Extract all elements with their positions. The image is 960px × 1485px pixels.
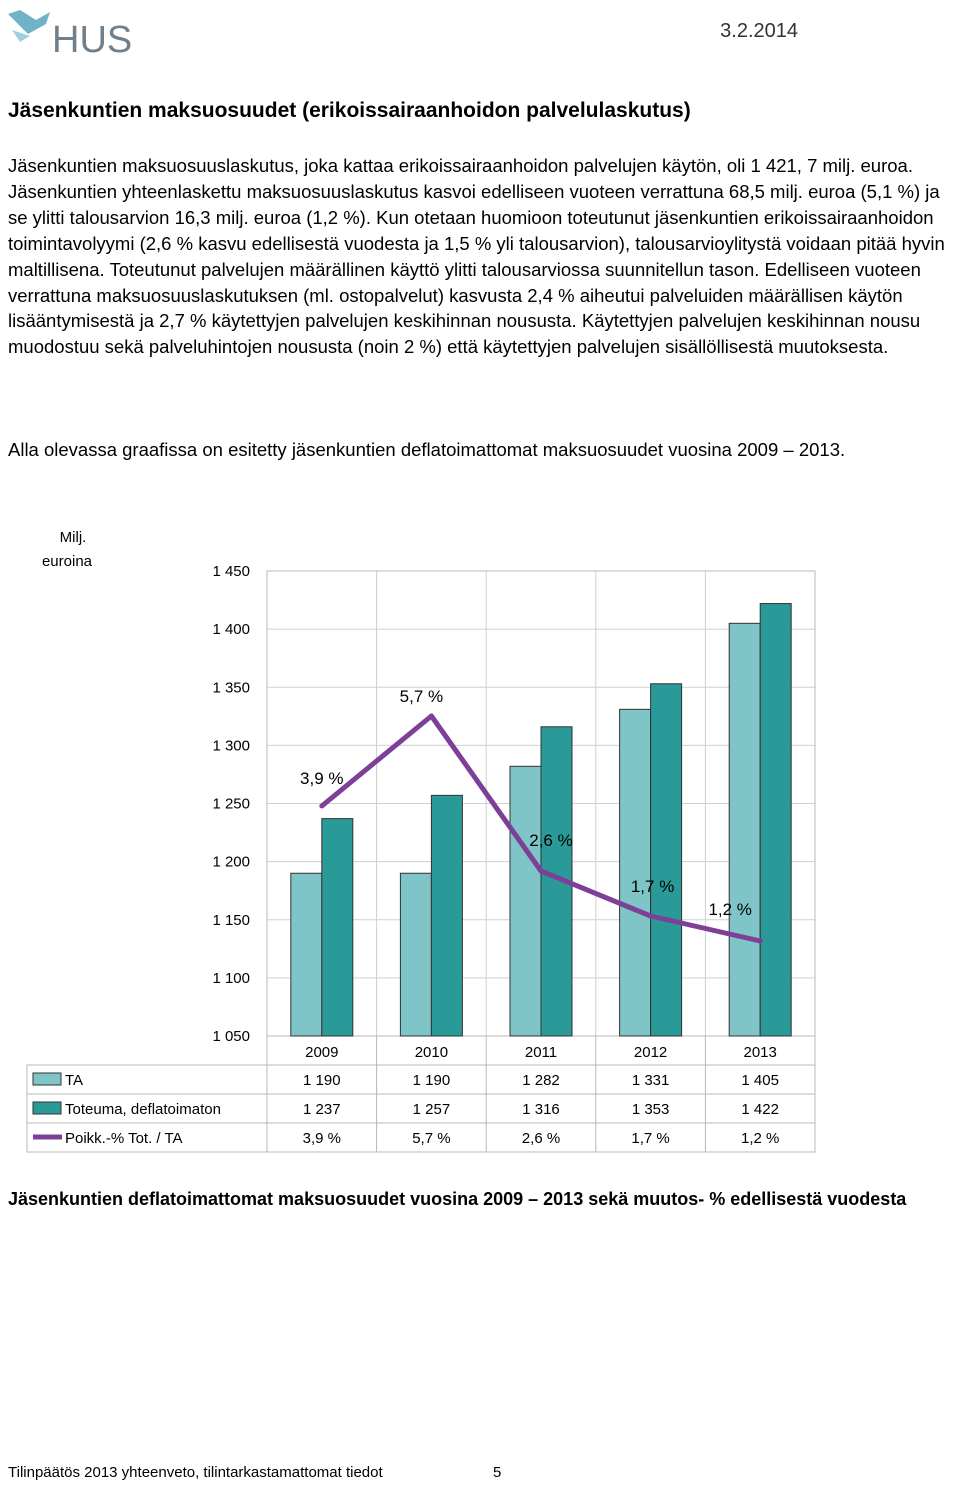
page-footer: Tilinpäätös 2013 yhteenveto, tilintarkas… xyxy=(8,1464,501,1481)
x-category-label: 2010 xyxy=(415,1044,448,1061)
deviation-data-label: 2,6 % xyxy=(529,831,572,850)
footer-text: Tilinpäätös 2013 yhteenveto, tilintarkas… xyxy=(8,1464,383,1481)
legend-swatch xyxy=(32,1101,62,1115)
bar-ta xyxy=(509,765,542,1037)
y-tick-label: 1 250 xyxy=(212,796,250,813)
table-cell-value: 1 190 xyxy=(413,1072,451,1089)
legend-series-name: Toteuma, deflatoimaton xyxy=(65,1101,221,1118)
table-cell-value: 1,2 % xyxy=(741,1130,779,1147)
y-tick-label: 1 300 xyxy=(212,737,250,754)
bar-toteuma xyxy=(321,818,354,1037)
table-cell-value: 1 331 xyxy=(632,1072,670,1089)
bar-toteuma xyxy=(430,794,463,1037)
table-cell-value: 3,9 % xyxy=(303,1130,341,1147)
table-cell-value: 1 353 xyxy=(632,1101,670,1118)
deviation-point xyxy=(428,713,434,719)
table-cell-value: 1 316 xyxy=(522,1101,560,1118)
document-date: 3.2.2014 xyxy=(720,20,798,42)
table-cell-value: 1 257 xyxy=(413,1101,451,1118)
bar-ta xyxy=(399,872,432,1037)
body-paragraph: Jäsenkuntien maksuosuuslaskutus, joka ka… xyxy=(8,155,945,358)
page-number: 5 xyxy=(493,1464,502,1481)
logo-mark-icon xyxy=(8,10,50,34)
y-axis-unit-label-line1: Milj. xyxy=(60,529,87,546)
y-tick-label: 1 100 xyxy=(212,970,250,987)
table-cell-value: 1 237 xyxy=(303,1101,341,1118)
section-title: Jäsenkuntien maksuosuudet (erikoissairaa… xyxy=(8,99,691,122)
x-category-label: 2011 xyxy=(525,1044,557,1061)
y-tick-label: 1 450 xyxy=(212,563,250,580)
y-axis-unit-label-line2: euroina xyxy=(42,553,93,570)
deviation-data-label: 3,9 % xyxy=(300,769,343,788)
deviation-data-label: 5,7 % xyxy=(400,687,443,706)
table-cell-value: 1 190 xyxy=(303,1072,341,1089)
deviation-data-label: 1,7 % xyxy=(631,877,674,896)
deviation-point xyxy=(757,938,763,944)
x-category-label: 2012 xyxy=(634,1044,667,1061)
table-cell-value: 1,7 % xyxy=(631,1130,669,1147)
bar-toteuma xyxy=(759,603,792,1037)
bar-ta xyxy=(728,622,761,1037)
legend-swatch xyxy=(32,1072,62,1086)
x-category-label: 2013 xyxy=(744,1044,777,1061)
legend-series-name: TA xyxy=(65,1072,83,1089)
chart-intro-paragraph: Alla olevassa graafissa on esitetty jäse… xyxy=(8,439,846,460)
bar-ta xyxy=(619,708,652,1037)
svg-text:HUS: HUS xyxy=(52,19,132,58)
table-cell-value: 2,6 % xyxy=(522,1130,560,1147)
deviation-point xyxy=(319,803,325,809)
y-tick-label: 1 150 xyxy=(212,912,250,929)
bar-toteuma xyxy=(650,683,683,1037)
x-category-label: 2009 xyxy=(305,1044,338,1061)
table-cell-value: 5,7 % xyxy=(412,1130,450,1147)
chart-caption: Jäsenkuntien deflatoimattomat maksuosuud… xyxy=(8,1189,907,1209)
table-cell-value: 1 405 xyxy=(741,1072,779,1089)
payment-share-chart: Milj. euroina 1 450 1 400 1 350 1 300 1 250 1… xyxy=(26,529,816,1153)
y-tick-label: 1 050 xyxy=(212,1028,250,1045)
deviation-point xyxy=(648,913,654,919)
hus-logo: HUS xyxy=(8,10,132,58)
table-cell-value: 1 282 xyxy=(522,1072,560,1089)
deviation-point xyxy=(538,868,544,874)
bar-ta xyxy=(290,872,323,1037)
table-cell-value: 1 422 xyxy=(741,1101,779,1118)
y-tick-label: 1 350 xyxy=(212,679,250,696)
y-tick-label: 1 200 xyxy=(212,854,250,871)
deviation-data-label: 1,2 % xyxy=(708,900,751,919)
y-tick-label: 1 400 xyxy=(212,621,250,638)
legend-series-name: Poikk.-% Tot. / TA xyxy=(65,1130,183,1147)
